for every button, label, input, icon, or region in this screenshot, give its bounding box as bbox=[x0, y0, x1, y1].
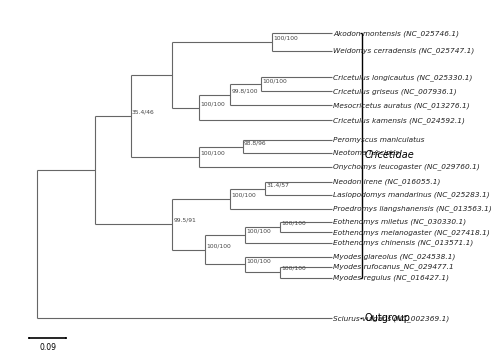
Text: Peromyscus maniculatus: Peromyscus maniculatus bbox=[334, 137, 425, 143]
Text: Cricetidae: Cricetidae bbox=[364, 150, 414, 160]
Text: Myodes glareolus (NC_024538.1): Myodes glareolus (NC_024538.1) bbox=[334, 253, 456, 260]
Text: Outgroup: Outgroup bbox=[364, 313, 410, 323]
Text: Myodes regulus (NC_016427.1): Myodes regulus (NC_016427.1) bbox=[334, 274, 450, 281]
Text: Eothenomys chinensis (NC_013571.1): Eothenomys chinensis (NC_013571.1) bbox=[334, 239, 474, 246]
Text: 100/100: 100/100 bbox=[200, 101, 225, 106]
Text: 100/100: 100/100 bbox=[246, 228, 270, 233]
Text: 99.5/91: 99.5/91 bbox=[174, 218, 197, 223]
Text: Neotoma fuscipes: Neotoma fuscipes bbox=[334, 150, 400, 156]
Text: Mesocricetus auratus (NC_013276.1): Mesocricetus auratus (NC_013276.1) bbox=[334, 102, 470, 109]
Text: 100/100: 100/100 bbox=[262, 78, 287, 83]
Text: 100/100: 100/100 bbox=[246, 258, 270, 263]
Text: Cricetulus kamensis (NC_024592.1): Cricetulus kamensis (NC_024592.1) bbox=[334, 117, 466, 124]
Text: Cricetulus longicautus (NC_025330.1): Cricetulus longicautus (NC_025330.1) bbox=[334, 74, 473, 81]
Text: Weidomys cerradensis (NC_025747.1): Weidomys cerradensis (NC_025747.1) bbox=[334, 47, 474, 54]
Text: Akodon montensis (NC_025746.1): Akodon montensis (NC_025746.1) bbox=[334, 30, 460, 37]
Text: Cricetulus griseus (NC_007936.1): Cricetulus griseus (NC_007936.1) bbox=[334, 88, 457, 95]
Text: Eothenomys miletus (NC_030330.1): Eothenomys miletus (NC_030330.1) bbox=[334, 218, 466, 225]
Text: 100/100: 100/100 bbox=[232, 192, 256, 197]
Text: Onychomys leucogaster (NC_029760.1): Onychomys leucogaster (NC_029760.1) bbox=[334, 164, 480, 170]
Text: 35.4/46: 35.4/46 bbox=[132, 110, 154, 115]
Text: 100/100: 100/100 bbox=[281, 266, 306, 271]
Text: Neodon irene (NC_016055.1): Neodon irene (NC_016055.1) bbox=[334, 179, 441, 185]
Text: 0.09: 0.09 bbox=[39, 343, 56, 352]
Text: Lasiopodomys mandarinus (NC_025283.1): Lasiopodomys mandarinus (NC_025283.1) bbox=[334, 192, 490, 198]
Text: 100/100: 100/100 bbox=[206, 243, 232, 248]
Text: 99.8/100: 99.8/100 bbox=[232, 88, 258, 93]
Text: Eothenomys melanogaster (NC_027418.1): Eothenomys melanogaster (NC_027418.1) bbox=[334, 229, 490, 236]
Text: Sciurus vulgaris (NC_002369.1): Sciurus vulgaris (NC_002369.1) bbox=[334, 315, 450, 321]
Text: 100/100: 100/100 bbox=[281, 221, 306, 226]
Text: 98.8/96: 98.8/96 bbox=[244, 140, 266, 145]
Text: 100/100: 100/100 bbox=[200, 150, 225, 155]
Text: Proedromys liangshanensis (NC_013563.1): Proedromys liangshanensis (NC_013563.1) bbox=[334, 205, 492, 212]
Text: 100/100: 100/100 bbox=[273, 35, 297, 40]
Text: Myodes rufocanus_NC_029477.1: Myodes rufocanus_NC_029477.1 bbox=[334, 263, 454, 270]
Text: 31.4/57: 31.4/57 bbox=[266, 182, 289, 187]
